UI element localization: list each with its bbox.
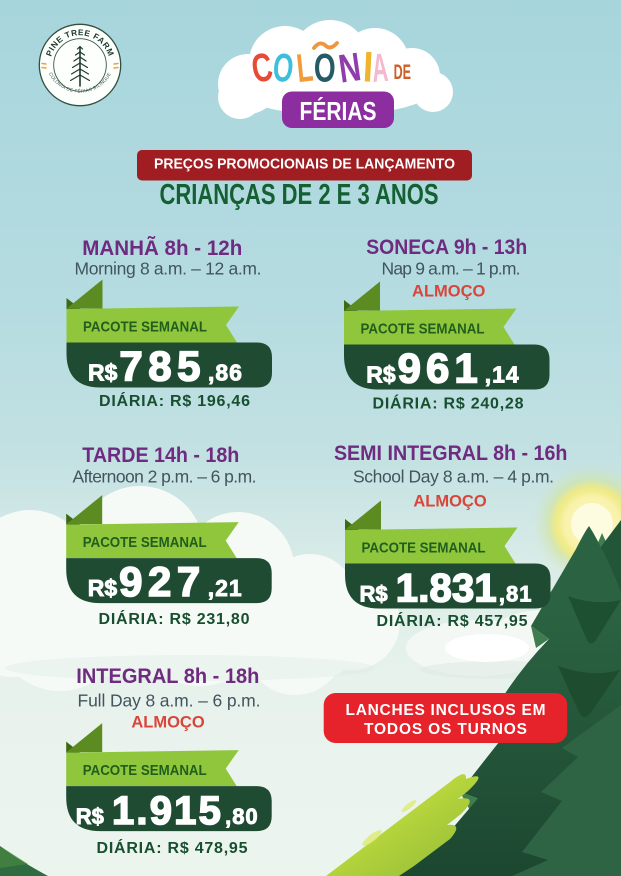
svg-text:Morning 8 a.m. – 12 a.m.: Morning 8 a.m. – 12 a.m. <box>75 258 262 278</box>
svg-text:R$ 1.915,80: R$ 1.915,80 <box>76 789 259 833</box>
svg-text:PACOTE SEMANAL: PACOTE SEMANAL <box>83 762 207 779</box>
svg-text:INTEGRAL 8h - 18h: INTEGRAL 8h - 18h <box>76 665 259 688</box>
svg-text:DIÁRIA: R$ 478,95: DIÁRIA: R$ 478,95 <box>97 838 248 857</box>
svg-text:DE: DE <box>394 60 411 84</box>
svg-text:R$927,21: R$927,21 <box>88 558 243 605</box>
svg-text:A: A <box>371 46 390 91</box>
svg-text:PREÇOS PROMOCIONAIS DE LANÇAME: PREÇOS PROMOCIONAIS DE LANÇAMENTO <box>154 156 455 173</box>
svg-text:DIÁRIA: R$ 196,46: DIÁRIA: R$ 196,46 <box>99 391 250 410</box>
svg-text:O: O <box>271 45 296 91</box>
svg-text:PACOTE SEMANAL: PACOTE SEMANAL <box>83 534 207 551</box>
svg-text:FÉRIAS: FÉRIAS <box>300 96 377 126</box>
svg-text:DIÁRIA: R$ 231,80: DIÁRIA: R$ 231,80 <box>99 609 250 628</box>
svg-text:Afternoon 2 p.m. – 6 p.m.: Afternoon 2 p.m. – 6 p.m. <box>73 466 257 486</box>
svg-text:Full Day 8 a.m. – 6 p.m.: Full Day 8 a.m. – 6 p.m. <box>78 690 261 710</box>
svg-text:PACOTE SEMANAL: PACOTE SEMANAL <box>362 540 486 557</box>
svg-text:R$785,86: R$785,86 <box>88 343 243 390</box>
svg-text:SEMI INTEGRAL 8h - 16h: SEMI INTEGRAL 8h - 16h <box>334 442 568 465</box>
svg-text:PACOTE SEMANAL: PACOTE SEMANAL <box>83 319 207 336</box>
svg-text:ALMOÇO: ALMOÇO <box>131 713 204 731</box>
svg-text:TARDE 14h - 18h: TARDE 14h - 18h <box>82 444 239 467</box>
svg-text:DIÁRIA: R$ 457,95: DIÁRIA: R$ 457,95 <box>377 611 528 630</box>
svg-text:MANHÃ 8h - 12h: MANHÃ 8h - 12h <box>82 237 242 260</box>
svg-text:ALMOÇO: ALMOÇO <box>412 282 485 300</box>
svg-text:CRIANÇAS DE 2 E 3 ANOS: CRIANÇAS DE 2 E 3 ANOS <box>160 179 439 211</box>
svg-text:O: O <box>314 46 336 90</box>
svg-text:L: L <box>294 46 315 91</box>
svg-text:R$961,14: R$961,14 <box>366 345 519 392</box>
svg-text:TODOS OS TURNOS: TODOS OS TURNOS <box>364 721 527 738</box>
svg-text:School Day 8 a.m. – 4 p.m.: School Day 8 a.m. – 4 p.m. <box>353 466 554 486</box>
svg-text:Nap 9 a.m. – 1 p.m.: Nap 9 a.m. – 1 p.m. <box>382 258 521 278</box>
svg-text:LANCHES INCLUSOS EM: LANCHES INCLUSOS EM <box>346 702 546 719</box>
svg-text:DIÁRIA: R$ 240,28: DIÁRIA: R$ 240,28 <box>373 394 524 413</box>
svg-text:SONECA 9h - 13h: SONECA 9h - 13h <box>366 236 527 259</box>
svg-text:R$ 1.831,81: R$ 1.831,81 <box>360 567 533 611</box>
svg-text:I: I <box>362 43 374 91</box>
svg-text:ALMOÇO: ALMOÇO <box>413 493 486 511</box>
svg-text:PACOTE SEMANAL: PACOTE SEMANAL <box>361 321 485 338</box>
